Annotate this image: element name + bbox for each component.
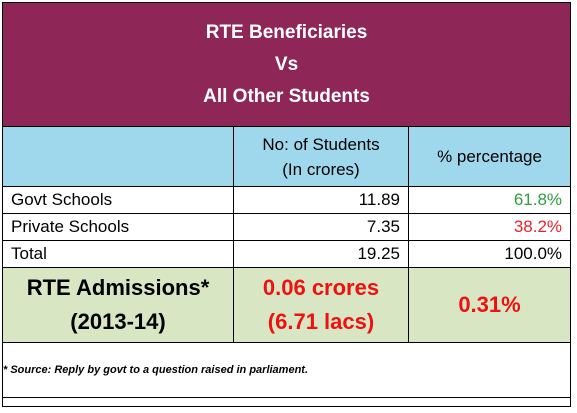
admissions-row: RTE Admissions* (2013-14) 0.06 crores (6… [2,267,572,343]
row-students: 7.35 [233,213,409,241]
admissions-value: 0.06 crores (6.71 lacs) [233,267,409,343]
title-line-2: Vs [274,53,299,75]
row-label: Total [2,240,234,268]
header-students: No: of Students (In crores) [233,126,409,187]
table-row: Total 19.25 100.0% [2,240,572,268]
admissions-label-line-1: RTE Admissions* [26,275,210,300]
table-row: Govt Schools 11.89 61.8% [2,186,572,214]
row-students: 11.89 [233,186,409,214]
admissions-value-line-1: 0.06 crores [262,275,380,300]
row-label: Govt Schools [2,186,234,214]
source-footnote: * Source: Reply by govt to a question ra… [1,342,572,398]
row-label: Private Schools [2,213,234,241]
row-students: 19.25 [233,240,409,268]
footnote-row: * Source: Reply by govt to a question ra… [1,342,572,398]
admissions-percentage: 0.31% [407,267,572,343]
header-students-line-2: (In crores) [282,159,360,179]
admissions-label: RTE Admissions* (2013-14) [2,267,234,343]
admissions-label-line-2: (2013-14) [70,309,166,334]
title-row: RTE Beneficiaries Vs All Other Students [1,2,572,127]
row-percentage: 38.2% [407,213,572,241]
rte-table: RTE Beneficiaries Vs All Other Students … [1,2,572,398]
header-students-line-1: No: of Students [262,134,380,154]
title-line-3: All Other Students [203,85,370,107]
table-title: RTE Beneficiaries Vs All Other Students [1,2,572,127]
title-line-1: RTE Beneficiaries [205,21,368,43]
header-percentage: % percentage [407,126,572,187]
header-row: No: of Students (In crores) % percentage [2,126,572,187]
admissions-value-line-2: (6.71 lacs) [267,309,375,334]
row-percentage: 61.8% [407,186,572,214]
row-percentage: 100.0% [407,240,572,268]
header-blank-cell [2,126,234,187]
table-row: Private Schools 7.35 38.2% [2,213,572,241]
